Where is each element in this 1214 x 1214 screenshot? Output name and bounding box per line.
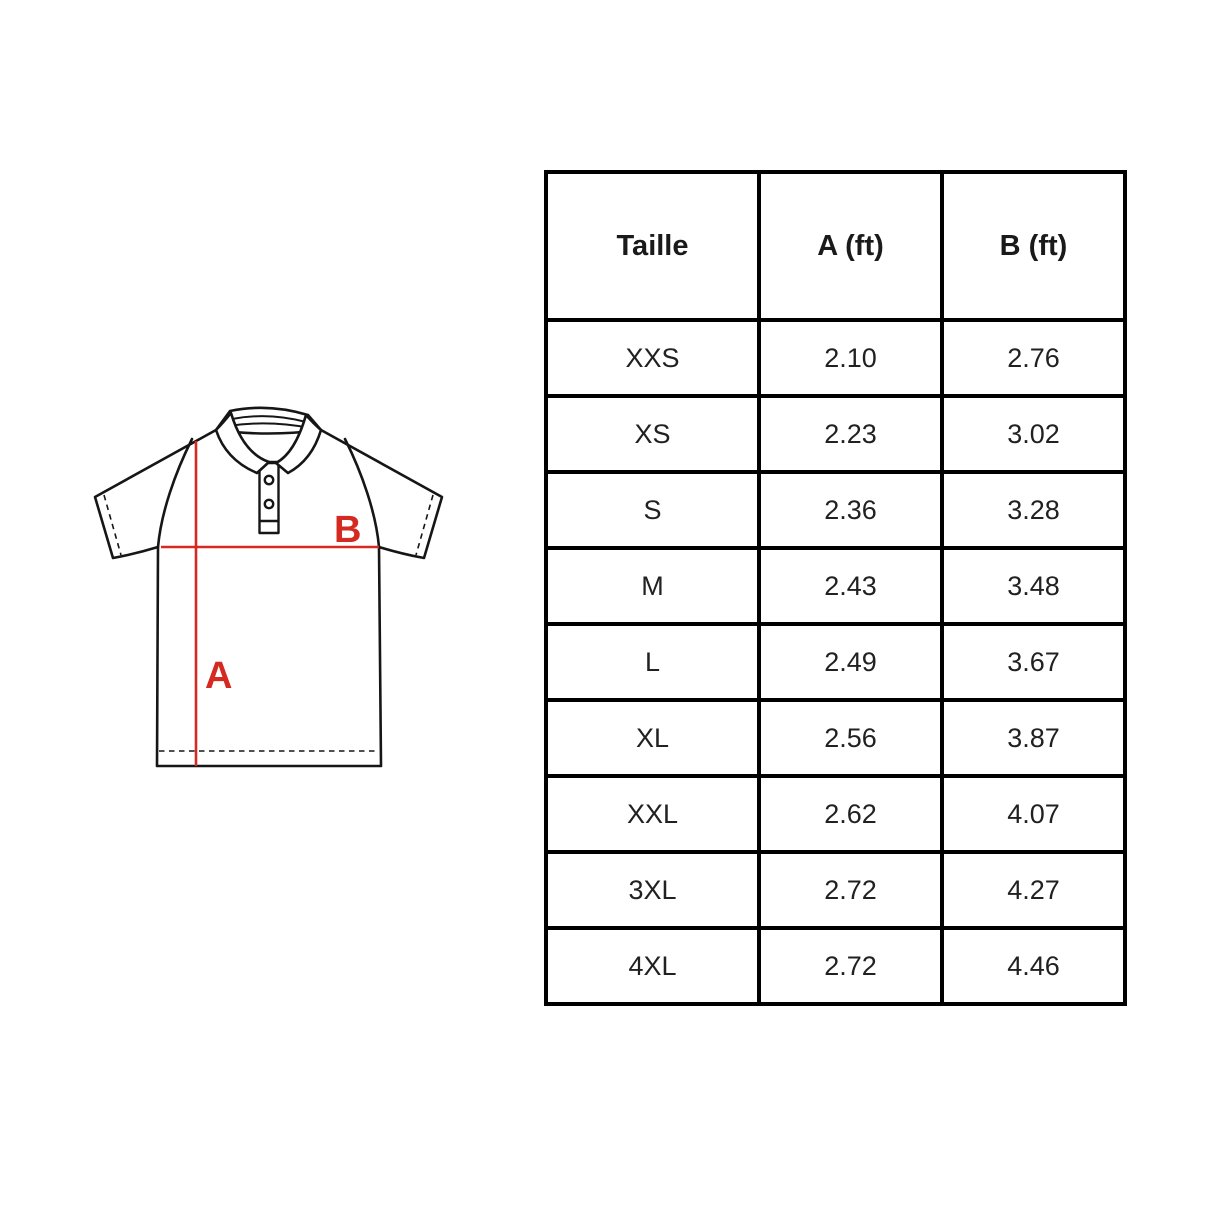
collar-flap-left xyxy=(214,411,271,475)
size-label-cell: 3XL xyxy=(544,850,761,930)
measurement-value-cell: 3.02 xyxy=(940,394,1127,474)
table-row: L 2.49 3.67 xyxy=(544,622,1127,702)
size-label-cell: M xyxy=(544,546,761,626)
measurement-value-cell: 2.62 xyxy=(757,774,944,854)
measure-label-a: A xyxy=(205,655,232,697)
button-bottom xyxy=(263,498,275,510)
measure-label-b: B xyxy=(334,509,361,551)
table-row: XL 2.56 3.87 xyxy=(544,698,1127,778)
size-label-cell: XXS xyxy=(544,318,761,398)
table-row: XS 2.23 3.02 xyxy=(544,394,1127,474)
left-cuff-hem-dashed xyxy=(103,494,122,556)
measurement-value-cell: 3.28 xyxy=(940,470,1127,550)
measurement-value-cell: 2.36 xyxy=(757,470,944,550)
size-table-body: XXS 2.10 2.76 XS 2.23 3.02 S 2.36 3.28 M 2.43 3.48 L… xyxy=(544,318,1127,1006)
measurement-value-cell: 2.72 xyxy=(757,926,944,1006)
polo-shirt-svg: A B xyxy=(93,406,444,768)
size-label-cell: S xyxy=(544,470,761,550)
table-row: 4XL 2.72 4.46 xyxy=(544,926,1127,1006)
button-top xyxy=(263,474,275,486)
right-cuff-hem-dashed xyxy=(415,494,434,556)
header-row: Taille A (ft) B (ft) xyxy=(544,170,1127,322)
size-label-cell: L xyxy=(544,622,761,702)
header-cell-a: A (ft) xyxy=(757,170,944,322)
measurement-value-cell: 4.27 xyxy=(940,850,1127,930)
right-armhole-seam xyxy=(343,437,381,549)
table-row: 3XL 2.72 4.27 xyxy=(544,850,1127,930)
measurement-value-cell: 4.46 xyxy=(940,926,1127,1006)
table-row: S 2.36 3.28 xyxy=(544,470,1127,550)
header-cell-taille: Taille xyxy=(544,170,761,322)
header-cell-b: B (ft) xyxy=(940,170,1127,322)
measurement-value-cell: 3.87 xyxy=(940,698,1127,778)
measurement-value-cell: 2.76 xyxy=(940,318,1127,398)
table-row: XXL 2.62 4.07 xyxy=(544,774,1127,854)
measurement-value-cell: 3.48 xyxy=(940,546,1127,626)
measurement-value-cell: 2.23 xyxy=(757,394,944,474)
left-armhole-seam xyxy=(156,437,194,549)
collar-band-line-1 xyxy=(231,415,307,423)
table-row: M 2.43 3.48 xyxy=(544,546,1127,626)
placket xyxy=(258,461,280,535)
measurement-value-cell: 4.07 xyxy=(940,774,1127,854)
size-label-cell: XXL xyxy=(544,774,761,854)
measurement-value-cell: 2.49 xyxy=(757,622,944,702)
size-label-cell: 4XL xyxy=(544,926,761,1006)
size-table-header: Taille A (ft) B (ft) xyxy=(544,170,1127,322)
size-label-cell: XS xyxy=(544,394,761,474)
measurement-value-cell: 2.56 xyxy=(757,698,944,778)
measurement-value-cell: 3.67 xyxy=(940,622,1127,702)
measurement-value-cell: 2.10 xyxy=(757,318,944,398)
polo-shirt-diagram: A B xyxy=(55,375,465,785)
size-chart-table: Taille A (ft) B (ft) XXS 2.10 2.76 XS 2.23 3.… xyxy=(544,170,1127,1006)
measurement-value-cell: 2.72 xyxy=(757,850,944,930)
size-label-cell: XL xyxy=(544,698,761,778)
table-row: XXS 2.10 2.76 xyxy=(544,318,1127,398)
collar-flap-right xyxy=(274,413,323,475)
measurement-value-cell: 2.43 xyxy=(757,546,944,626)
